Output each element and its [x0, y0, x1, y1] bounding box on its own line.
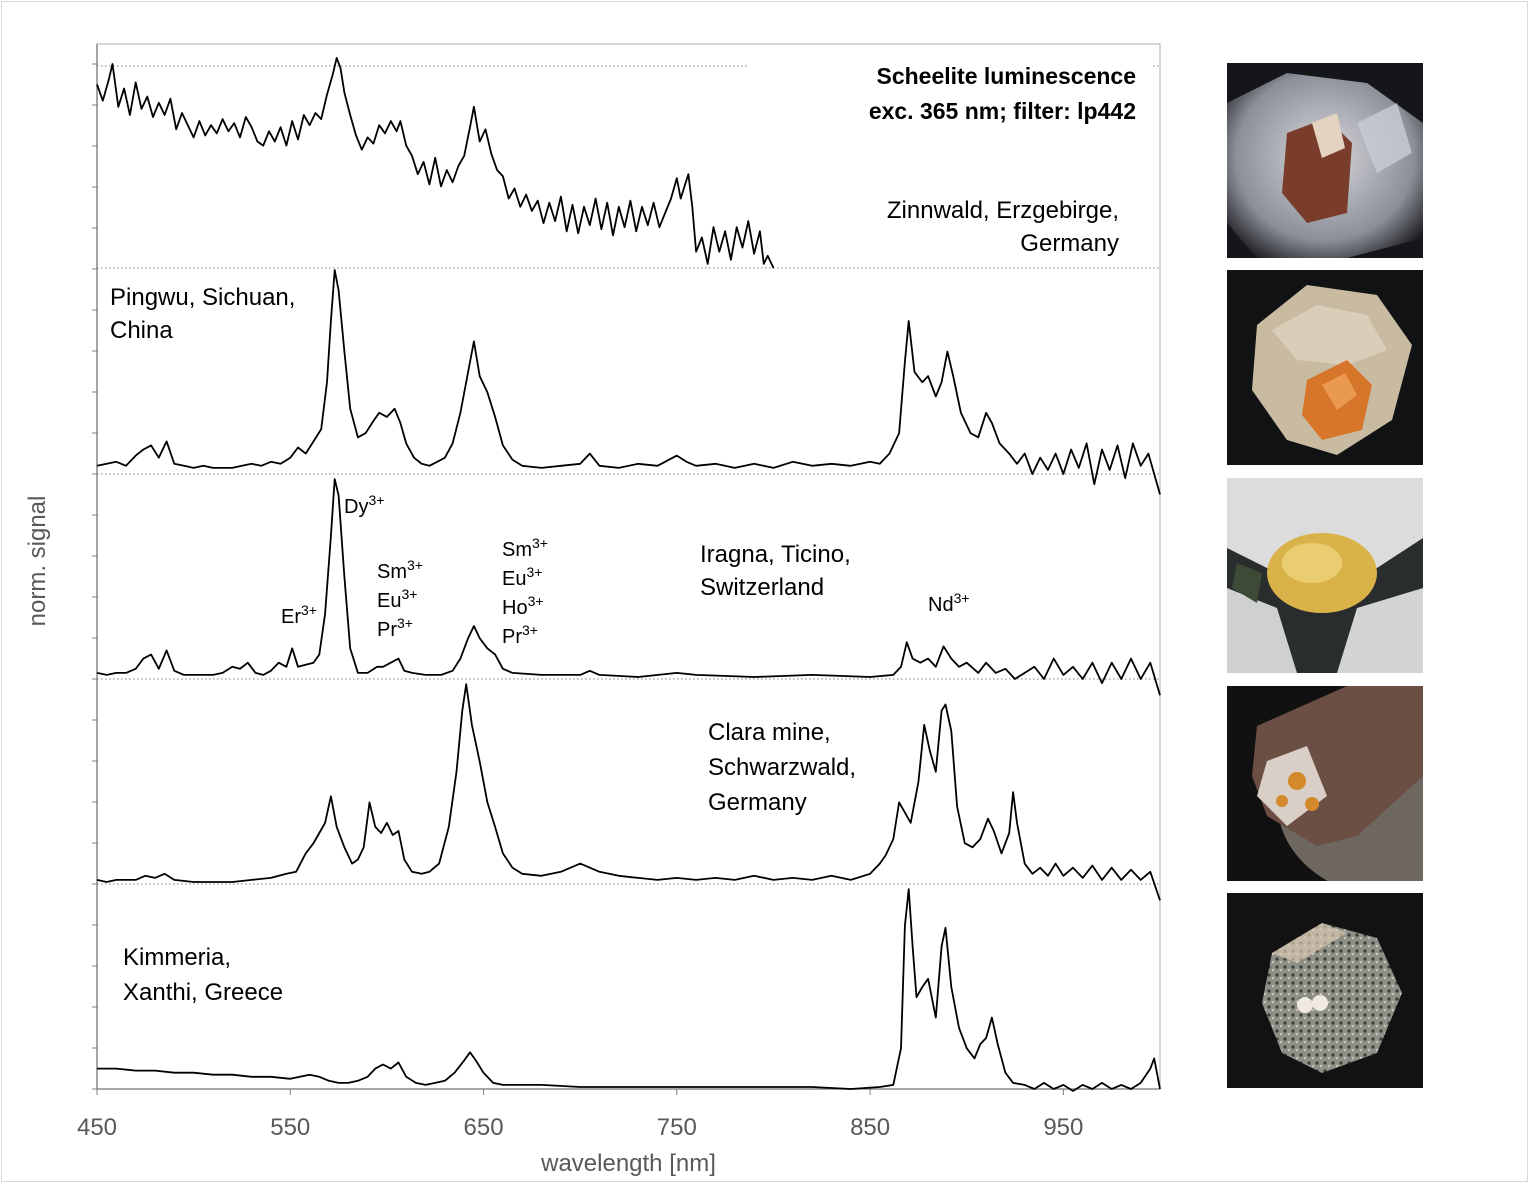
ion-annotation-5: Nd3+ — [928, 590, 970, 616]
ion-annotation-4: Pr3+ — [502, 622, 538, 648]
chart-title: Scheelite luminescence — [876, 63, 1136, 89]
series-label-1: Zinnwald, Erzgebirge, — [887, 197, 1119, 224]
series-label-5: Xanthi, Greece — [123, 979, 283, 1006]
spectrum-line-4 — [96, 683, 1161, 901]
series-label-4: Schwarzwald, — [708, 754, 856, 781]
series-label-4: Clara mine, — [708, 719, 831, 746]
spectrum-line-2 — [96, 269, 1161, 495]
zinnwald-photo — [1227, 63, 1423, 258]
ion-annotation-3: Eu3+ — [377, 586, 417, 612]
series-label-4: Germany — [708, 789, 807, 816]
ion-annotation-3: Pr3+ — [377, 615, 413, 641]
spectra-panels — [96, 57, 1161, 1092]
series-label-3: Iragna, Ticino, — [700, 541, 851, 568]
chart-labels: wavelength [nm] norm. signal Scheelite lum… — [24, 63, 1136, 1177]
series-label-5: Kimmeria, — [123, 944, 231, 971]
x-tick-label: 850 — [850, 1114, 890, 1141]
clara-mine-photo — [1227, 686, 1423, 881]
x-tick-label: 950 — [1043, 1114, 1083, 1141]
x-tick-label: 450 — [77, 1114, 117, 1141]
spectrum-line-5 — [97, 888, 1161, 1092]
ion-annotation-4: Ho3+ — [502, 593, 544, 619]
luminescence-chart: 450 550 650 750 850 950 wavelength [nm] norm. … — [24, 43, 1161, 1177]
series-label-3: Switzerland — [700, 574, 824, 601]
x-tick-label: 650 — [464, 1114, 504, 1141]
spectrum-line-1 — [96, 57, 775, 269]
spectrum-line-3 — [96, 478, 1161, 696]
x-tick-label: 750 — [657, 1114, 697, 1141]
ion-annotation-4: Sm3+ — [502, 535, 548, 561]
series-label-2: China — [110, 317, 173, 344]
plot-axes: 450 550 650 750 850 950 — [77, 43, 1161, 1141]
ion-annotation-2: Er3+ — [281, 602, 317, 628]
x-tick-label: 550 — [270, 1114, 310, 1141]
y-axis-label: norm. signal — [24, 496, 51, 627]
kimmeria-photo — [1227, 893, 1423, 1088]
series-label-2: Pingwu, Sichuan, — [110, 284, 295, 311]
pingwu-photo — [1227, 270, 1423, 465]
x-axis-label: wavelength [nm] — [540, 1150, 716, 1177]
ion-annotation-3: Sm3+ — [377, 557, 423, 583]
iragna-photo — [1227, 478, 1423, 673]
series-label-1: Germany — [1020, 230, 1119, 257]
chart-subtitle: exc. 365 nm; filter: lp442 — [869, 98, 1136, 124]
ion-annotation-4: Eu3+ — [502, 564, 542, 590]
ion-annotation-1: Dy3+ — [344, 492, 384, 518]
